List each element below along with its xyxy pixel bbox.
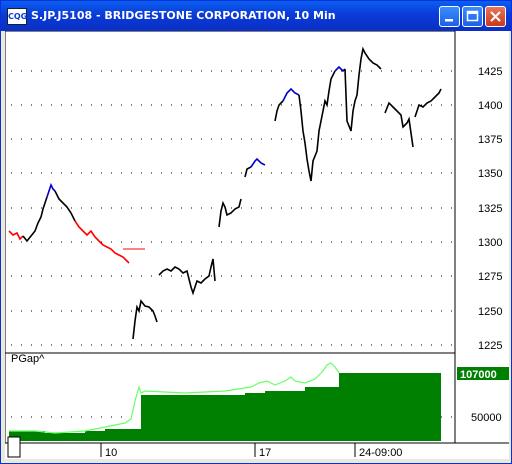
cqg-app-icon: CQG	[7, 8, 27, 25]
price-axis: 1425 1400 1375 1350 1325 1300 1275 1250 …	[478, 66, 502, 352]
price-tick-1275: 1275	[478, 271, 502, 283]
minimize-icon	[445, 19, 453, 22]
volume-area	[9, 373, 441, 441]
price-segment-d	[158, 258, 216, 296]
price-segment-b	[54, 190, 76, 222]
price-series	[8, 46, 442, 340]
price-segment-red-drop	[74, 220, 130, 264]
title-bar[interactable]: CQG S.JP.J5108 - BRIDGESTONE CORPORATION…	[1, 1, 511, 31]
volume-gap-line	[9, 362, 340, 434]
price-segment-k	[414, 88, 442, 118]
volume-tick-50000: 50000	[471, 412, 502, 424]
price-tick-1225: 1225	[478, 340, 502, 352]
price-segment-e	[218, 198, 242, 228]
price-tick-1300: 1300	[478, 237, 502, 249]
price-segment-j	[384, 101, 414, 148]
minimize-button[interactable]	[439, 6, 460, 27]
price-segment-c	[132, 299, 158, 340]
price-segment-blue-2	[250, 157, 266, 168]
price-segment-blue-4	[334, 65, 346, 73]
price-segment-h	[298, 70, 336, 182]
scroll-handle[interactable]	[7, 436, 21, 458]
window-title: S.JP.J5108 - BRIDGESTONE CORPORATION, 10…	[31, 9, 336, 22]
price-segment-blue-3	[282, 87, 300, 102]
maximize-icon	[466, 10, 479, 22]
price-segment-a	[22, 196, 48, 243]
time-label-17: 17	[259, 447, 271, 459]
price-chart-svg: 1425 1400 1375 1350 1325 1300 1275 1250 …	[4, 30, 509, 459]
maximize-button[interactable]	[462, 6, 483, 27]
close-button[interactable]	[485, 6, 506, 27]
time-label-10: 10	[105, 447, 117, 459]
volume-study: 107000 50000 PGap^	[9, 353, 509, 441]
price-segment-red-start	[8, 230, 24, 241]
price-segment-g	[274, 100, 284, 122]
price-tick-1350: 1350	[478, 168, 502, 180]
time-axis: 10 17 24-09:00	[7, 436, 402, 459]
time-label-24: 24-09:00	[359, 447, 402, 459]
price-tick-1375: 1375	[478, 134, 502, 146]
price-segment-i	[344, 46, 382, 132]
close-icon	[490, 11, 501, 22]
volume-last-value: 107000	[460, 369, 497, 381]
chart-area[interactable]: 1425 1400 1375 1350 1325 1300 1275 1250 …	[4, 30, 509, 459]
price-tick-1425: 1425	[478, 66, 502, 78]
price-panel	[4, 30, 456, 354]
price-tick-1325: 1325	[478, 203, 502, 215]
volume-last-value-badge	[457, 367, 509, 380]
price-segment-blue-1	[46, 182, 56, 198]
price-segment-f	[244, 166, 252, 178]
study-label: PGap^	[11, 353, 45, 365]
price-tick-1250: 1250	[478, 306, 502, 318]
price-tick-1400: 1400	[478, 100, 502, 112]
